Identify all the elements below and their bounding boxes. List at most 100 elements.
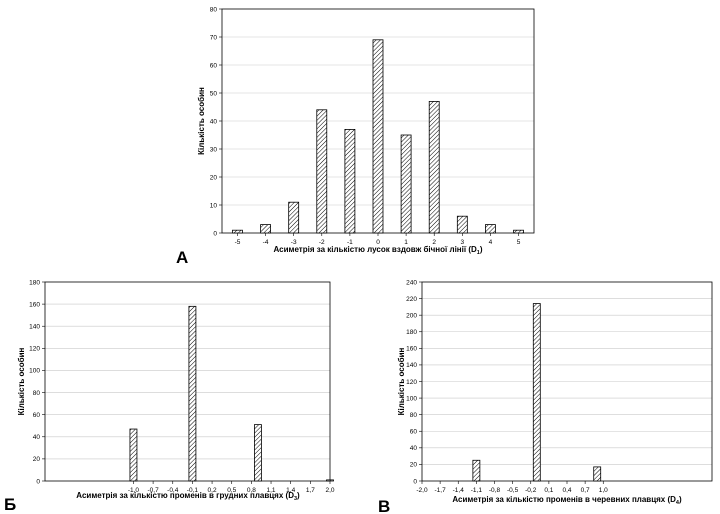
x-tick-label: -1,1 xyxy=(471,487,483,494)
y-tick-label: 0 xyxy=(36,478,40,485)
x-tick-label: 1,1 xyxy=(267,487,276,494)
plot-frame xyxy=(44,281,331,482)
x-axis-label-sub: 1 xyxy=(477,250,480,256)
x-tick-label: 0 xyxy=(376,239,380,246)
y-axis-label: Кількість особин xyxy=(17,348,26,416)
chart-panel-2: 0 20 40 60 80 100 120 140 160 180 -1,0 -0,7 -0,4 -0,1… xyxy=(4,279,335,514)
y-tick-label: 160 xyxy=(29,301,40,308)
x-axis-label-main: Асиметрія за кількістю лусок вздовж бічн… xyxy=(274,245,477,254)
chart-panel-3: 0 20 40 60 80 100 120 140 160 180 200 220 240 -2,0 -1,… xyxy=(378,279,713,514)
bar xyxy=(532,303,541,482)
y-tick-label: 160 xyxy=(406,346,417,353)
x-tick-label: -0,5 xyxy=(507,487,519,494)
y-tick-label: 20 xyxy=(33,456,41,463)
bar xyxy=(129,428,138,482)
y-tick-label: 180 xyxy=(29,279,40,286)
bar xyxy=(232,229,243,234)
y-tick-label: 120 xyxy=(406,379,417,386)
x-axis-label: Асиметрія за кількістю променів в черевн… xyxy=(452,495,682,506)
x-tick-label: -2,0 xyxy=(416,487,428,494)
x-tick-label: -0,7 xyxy=(148,487,160,494)
y-tick-label: 70 xyxy=(210,34,218,41)
x-tick-label: 0,2 xyxy=(208,487,217,494)
x-tick-label: 2,0 xyxy=(325,487,334,494)
y-tick-label: 80 xyxy=(410,412,418,419)
y-tick-label: 40 xyxy=(33,434,41,441)
x-tick-label: -3 xyxy=(291,239,297,246)
x-tick-label: 5 xyxy=(517,239,521,246)
x-tick-label: -1,4 xyxy=(453,487,465,494)
x-tick-label: 3 xyxy=(461,239,465,246)
y-tick-label: 100 xyxy=(29,368,40,375)
x-tick-label: 0,5 xyxy=(227,487,236,494)
y-tick-label: 20 xyxy=(210,174,218,181)
y-tick-label: 60 xyxy=(33,412,41,419)
panel-label: В xyxy=(378,497,390,514)
y-tick-label: 100 xyxy=(406,395,417,402)
x-axis-label-end: ) xyxy=(679,495,682,504)
y-tick-label: 80 xyxy=(33,390,41,397)
bar xyxy=(254,424,262,482)
bar xyxy=(326,479,334,482)
x-tick-label: 1 xyxy=(404,239,408,246)
x-tick-label: -0,2 xyxy=(525,487,537,494)
y-tick-label: 180 xyxy=(406,329,417,336)
y-axis-label: Кількість особин xyxy=(197,87,206,155)
x-tick-label: -1,0 xyxy=(128,487,140,494)
x-tick-label: -4 xyxy=(263,239,269,246)
bar xyxy=(428,101,440,234)
bar xyxy=(260,224,271,234)
bar xyxy=(472,459,481,482)
x-axis-label-sub: 3 xyxy=(294,496,297,502)
y-tick-label: 200 xyxy=(406,312,417,319)
y-axis-label: Кількість особин xyxy=(397,348,406,416)
x-tick-label: -1,7 xyxy=(435,487,447,494)
chart-panel-1: 0 10 20 30 40 50 60 70 80 -5 -4 -3 -2 -1 0 1 2 3 4 5 Асиметр… xyxy=(176,6,535,267)
x-axis-label-main: Асиметрія за кількістю променів в черевн… xyxy=(452,495,676,504)
x-axis-label: Асиметрія за кількістю лусок вздовж бічн… xyxy=(274,245,483,256)
bar xyxy=(400,134,412,234)
x-tick-label: -1 xyxy=(347,239,353,246)
bar xyxy=(344,128,356,234)
x-tick-label: 1,4 xyxy=(286,487,295,494)
y-tick-label: 80 xyxy=(210,6,218,13)
y-tick-label: 30 xyxy=(210,146,218,153)
y-tick-label: 220 xyxy=(406,296,417,303)
x-axis-label-end: ) xyxy=(297,491,300,500)
y-tick-label: 0 xyxy=(213,230,217,237)
bar xyxy=(316,109,328,234)
x-tick-label: -2 xyxy=(319,239,325,246)
x-axis-label-end: ) xyxy=(480,245,483,254)
bar xyxy=(485,224,496,234)
bar xyxy=(372,39,384,234)
y-tick-label: 40 xyxy=(410,445,418,452)
x-tick-label: 1,7 xyxy=(306,487,315,494)
y-tick-label: 60 xyxy=(210,62,218,69)
x-tick-label: -0,8 xyxy=(489,487,501,494)
x-axis-label-main: Асиметрія за кількістю променів в грудни… xyxy=(76,491,294,500)
x-tick-label: 2 xyxy=(432,239,436,246)
y-tick-label: 140 xyxy=(406,362,417,369)
panel-label: Б xyxy=(4,495,16,514)
y-tick-label: 40 xyxy=(210,118,218,125)
bar xyxy=(288,201,300,234)
x-tick-label: 0,1 xyxy=(544,487,553,494)
x-tick-label: -0,1 xyxy=(187,487,199,494)
bar xyxy=(188,305,197,482)
bar xyxy=(593,466,602,482)
x-tick-label: 0,7 xyxy=(581,487,590,494)
y-tick-label: 50 xyxy=(210,90,218,97)
bar xyxy=(456,215,468,234)
x-tick-label: 0,8 xyxy=(247,487,256,494)
x-tick-label: -0,4 xyxy=(167,487,179,494)
y-tick-label: 10 xyxy=(210,202,218,209)
x-axis-label-sub: 4 xyxy=(676,500,680,506)
y-tick-label: 0 xyxy=(413,478,417,485)
y-tick-label: 60 xyxy=(410,429,418,436)
x-tick-label: 1,0 xyxy=(599,487,608,494)
y-tick-label: 20 xyxy=(410,462,418,469)
y-tick-label: 240 xyxy=(406,279,417,286)
y-tick-label: 120 xyxy=(29,346,40,353)
panel-label: А xyxy=(176,248,188,267)
